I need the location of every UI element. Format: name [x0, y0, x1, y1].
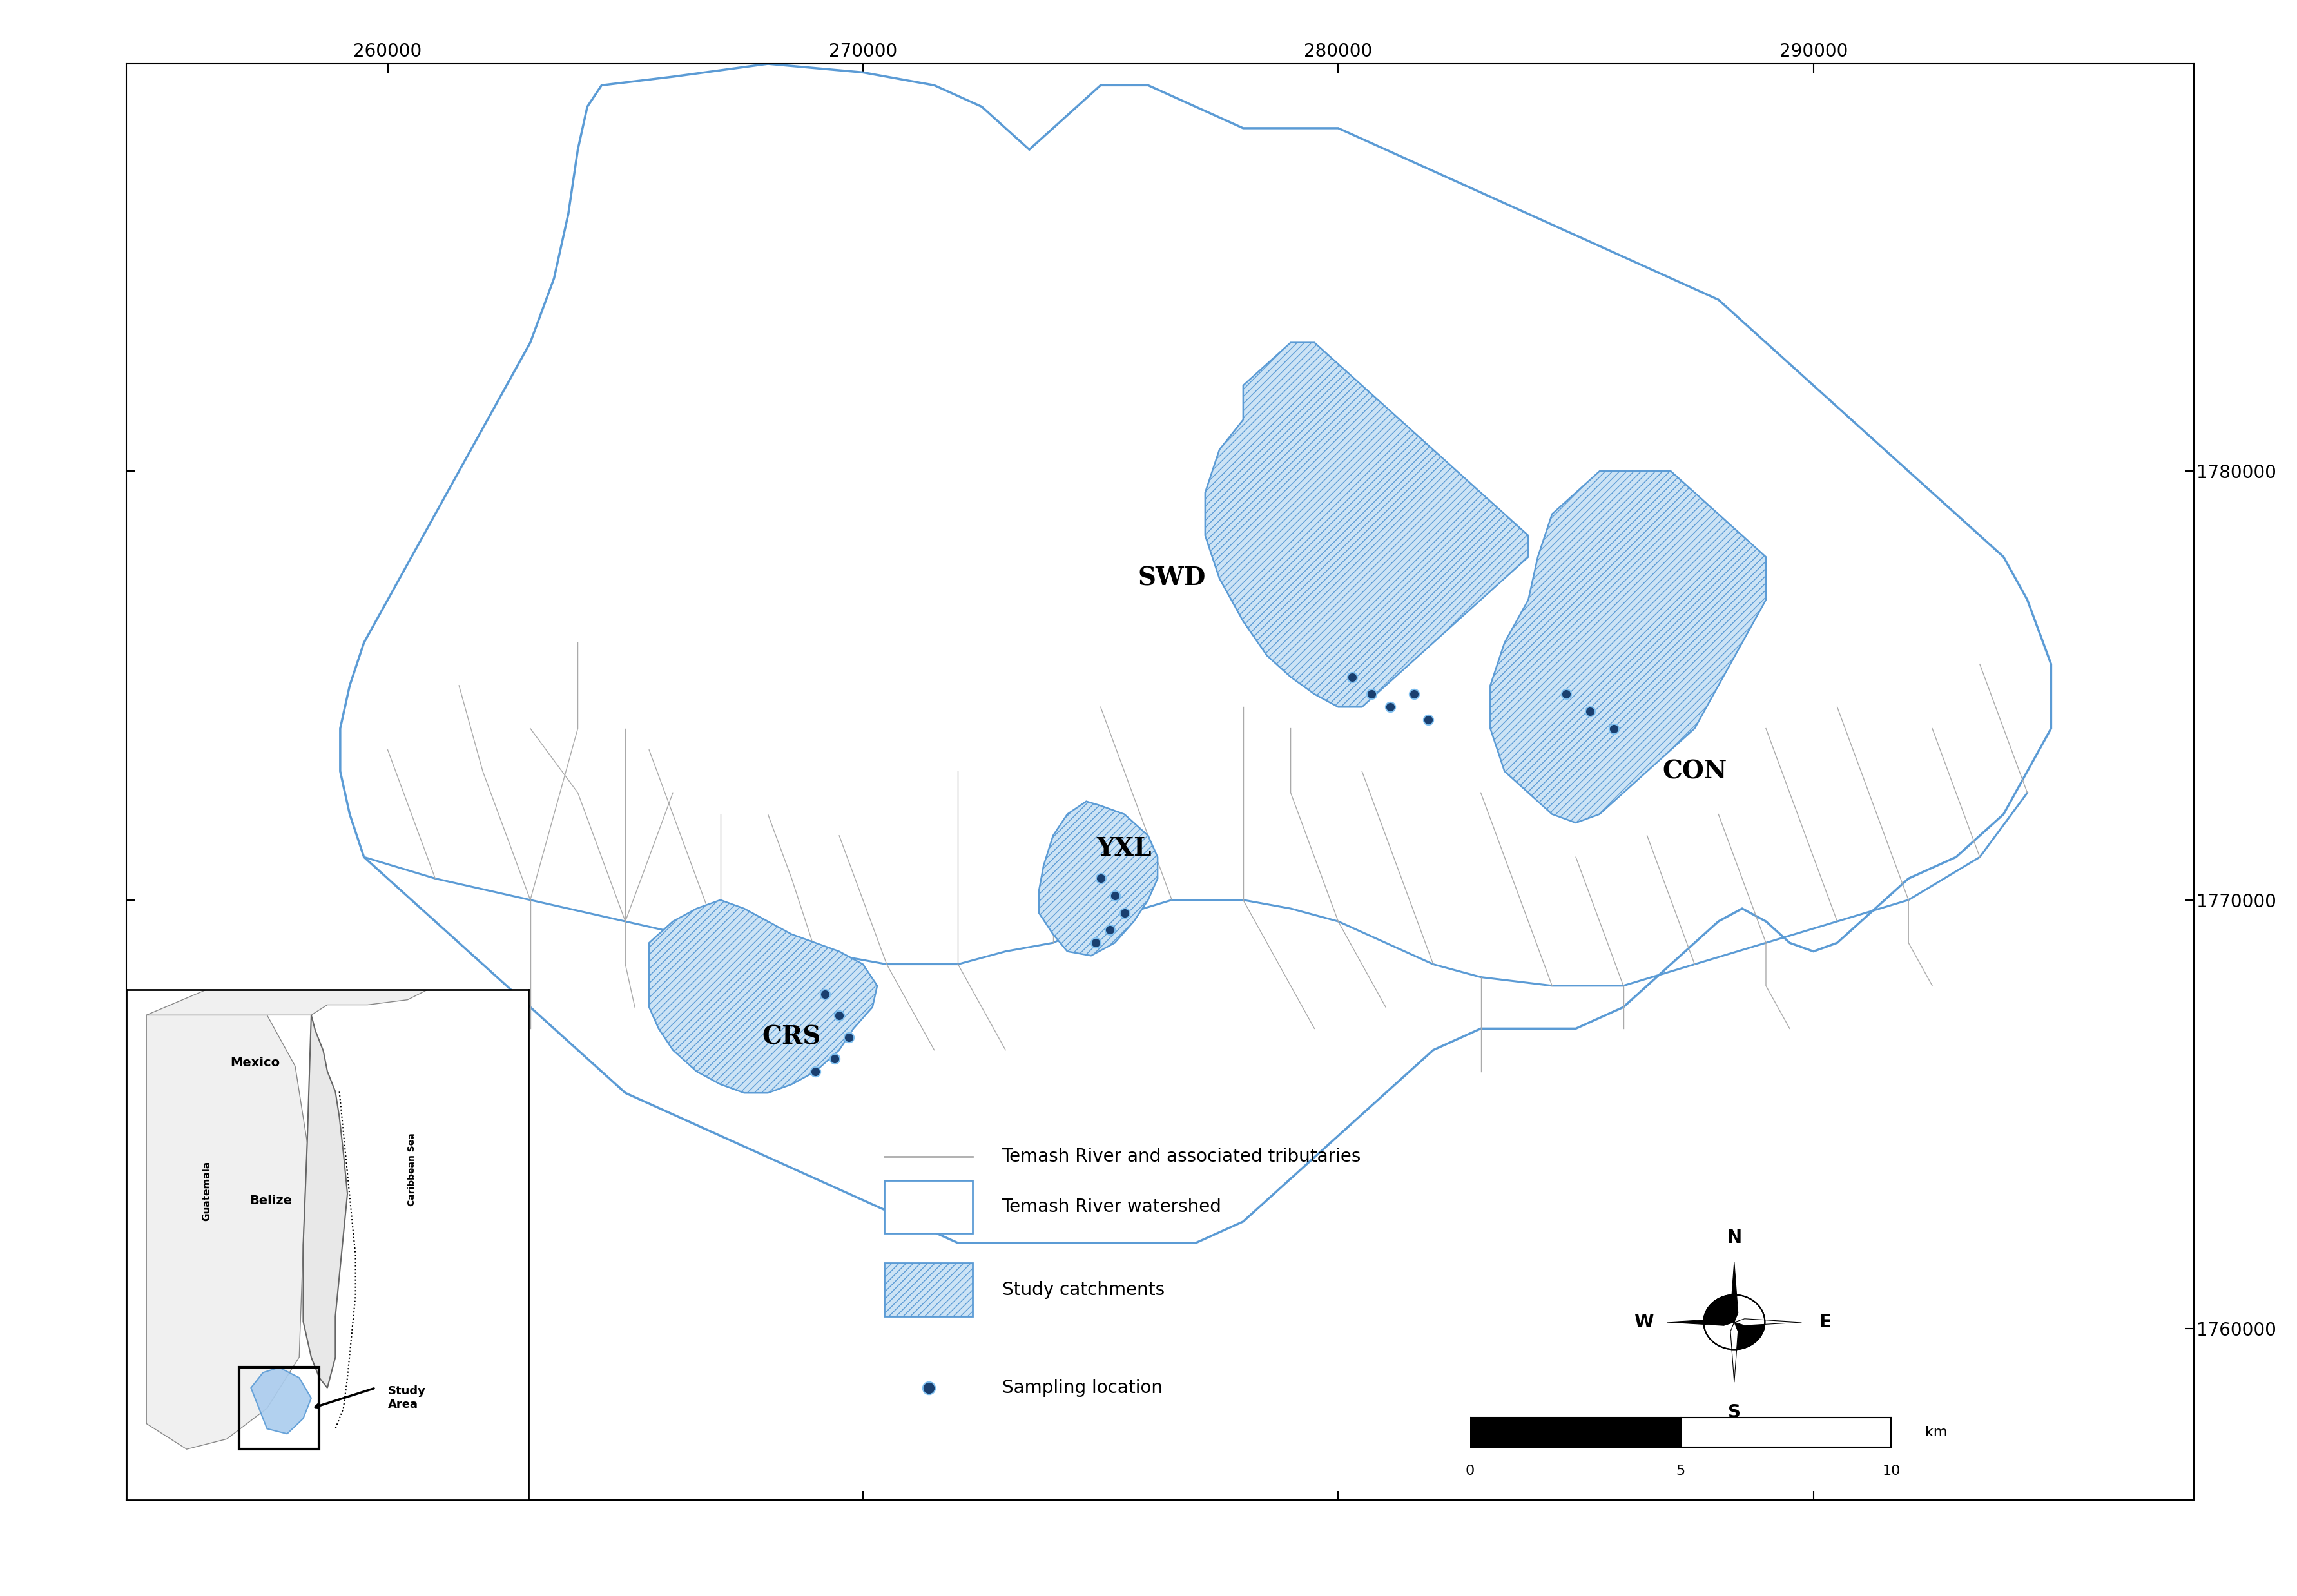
- Text: YXL: YXL: [1096, 836, 1151, 860]
- Bar: [239, 1368, 319, 1449]
- Text: 10: 10: [1881, 1465, 1900, 1478]
- Text: CRS: CRS: [763, 1025, 820, 1050]
- Polygon shape: [1038, 801, 1158, 956]
- Text: W: W: [1633, 1314, 1654, 1331]
- Text: 5: 5: [1677, 1465, 1686, 1478]
- Polygon shape: [1704, 1321, 1734, 1350]
- Text: Mexico: Mexico: [230, 1057, 280, 1069]
- Polygon shape: [250, 1368, 312, 1433]
- Polygon shape: [650, 900, 877, 1093]
- Text: Guatemala: Guatemala: [202, 1162, 211, 1221]
- Bar: [884, 1179, 972, 1234]
- Text: km: km: [1925, 1425, 1948, 1440]
- Polygon shape: [1730, 1262, 1739, 1321]
- Polygon shape: [1704, 1294, 1734, 1321]
- Polygon shape: [340, 64, 2051, 1243]
- Text: S: S: [1727, 1403, 1741, 1422]
- Bar: [884, 1262, 972, 1317]
- Polygon shape: [1491, 471, 1766, 824]
- Text: CON: CON: [1663, 760, 1727, 784]
- Text: Study
Area: Study Area: [388, 1385, 425, 1411]
- Text: 0: 0: [1465, 1465, 1475, 1478]
- Text: N: N: [1727, 1229, 1741, 1246]
- Polygon shape: [147, 1015, 308, 1449]
- Polygon shape: [147, 990, 427, 1015]
- Text: Caribbean Sea: Caribbean Sea: [407, 1133, 416, 1207]
- Polygon shape: [1668, 1318, 1734, 1326]
- Polygon shape: [1206, 343, 1528, 707]
- Polygon shape: [1730, 1321, 1739, 1382]
- Text: SWD: SWD: [1137, 567, 1206, 591]
- Polygon shape: [1734, 1321, 1764, 1350]
- Text: E: E: [1819, 1314, 1831, 1331]
- Text: Study catchments: Study catchments: [1001, 1280, 1165, 1299]
- Polygon shape: [1734, 1318, 1801, 1326]
- Polygon shape: [303, 1015, 347, 1389]
- Text: Sampling location: Sampling location: [1001, 1379, 1162, 1396]
- Text: Temash River and associated tributaries: Temash River and associated tributaries: [1001, 1148, 1362, 1165]
- Text: Temash River watershed: Temash River watershed: [1001, 1197, 1222, 1216]
- Text: Belize: Belize: [250, 1194, 292, 1207]
- Polygon shape: [1734, 1294, 1764, 1321]
